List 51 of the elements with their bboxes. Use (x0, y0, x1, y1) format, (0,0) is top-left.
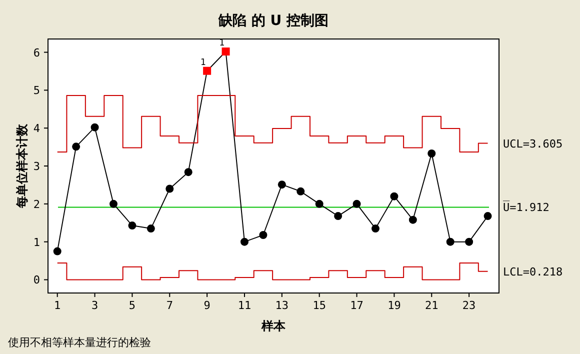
point (315, 200, 324, 208)
point (446, 238, 454, 246)
y-tick-label: 5 (33, 84, 40, 98)
x-tick-label: 21 (425, 299, 438, 312)
point (90, 123, 99, 132)
x-tick-label: 19 (388, 299, 401, 312)
y-tick-label: 1 (33, 236, 40, 249)
x-tick-label: 15 (312, 299, 326, 312)
point (408, 216, 417, 224)
text: 使用不相等样本量进行的检验 (8, 336, 151, 349)
chart-title: 缺陷 的 U 控制图 (218, 13, 328, 29)
point (259, 230, 268, 239)
x-tick-label: 23 (462, 299, 476, 312)
series-label: LCL=0.218 (503, 265, 563, 278)
point (278, 180, 286, 189)
y-tick-label: 6 (33, 46, 40, 60)
x-tick-label: 5 (128, 299, 136, 312)
x-tick-label: 7 (166, 299, 173, 312)
y-tick-label: 3 (33, 160, 40, 173)
point (390, 192, 398, 200)
point (484, 212, 492, 220)
point (184, 168, 192, 176)
point (334, 212, 342, 220)
point (352, 200, 361, 208)
x-tick-label: 9 (204, 299, 210, 312)
x-tick-label: 17 (350, 299, 364, 312)
point (110, 200, 118, 208)
y-axis-title: 每单位样本计数 (15, 123, 29, 209)
point (465, 238, 474, 246)
ref-line-label: U̅=1.912 (503, 200, 550, 214)
series-label: UCL=3.605 (503, 137, 563, 150)
x-tick-label: 11 (238, 299, 252, 312)
point (128, 222, 136, 230)
annotation: 1 (200, 58, 206, 68)
x-axis-title: 样本 (260, 319, 286, 333)
point (240, 238, 248, 246)
y-tick-label: 0 (33, 274, 40, 287)
x-tick-label: 3 (91, 299, 98, 312)
y-tick-label: 2 (33, 198, 40, 211)
point (428, 149, 436, 158)
point (296, 187, 305, 196)
y-tick-label: 4 (33, 122, 40, 136)
point (203, 66, 212, 75)
point (53, 247, 62, 256)
point (222, 48, 230, 56)
point (146, 224, 155, 233)
x-tick-label: 1 (54, 299, 61, 312)
point (371, 224, 380, 233)
x-tick-label: 13 (275, 299, 289, 312)
point (166, 184, 174, 193)
point (72, 142, 80, 151)
